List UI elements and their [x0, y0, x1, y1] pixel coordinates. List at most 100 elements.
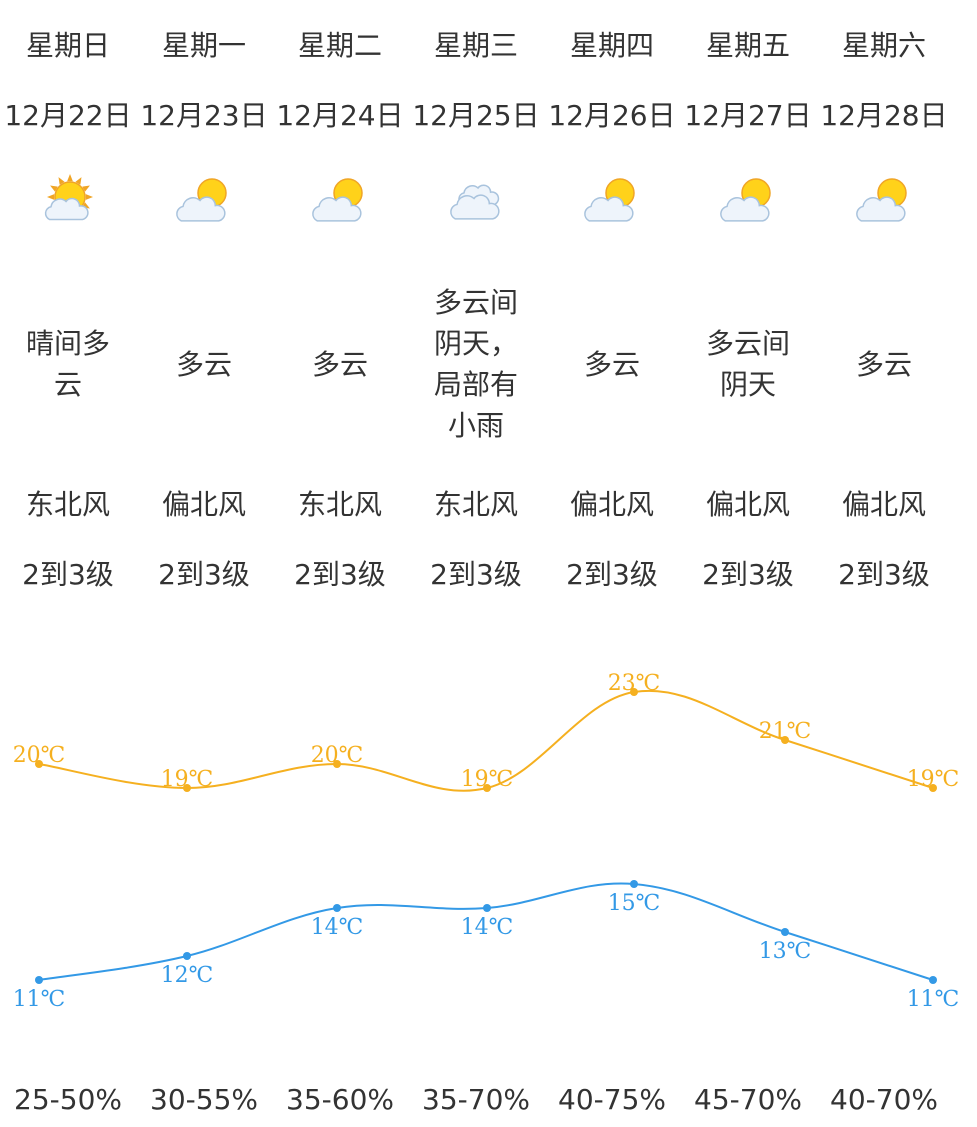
weekday-label: 星期五 [680, 18, 816, 70]
wind-direction: 东北风 [272, 478, 408, 528]
date-label: 12月22日 [0, 88, 136, 140]
weather-icon-cell [544, 168, 680, 234]
high-temp-point [333, 760, 341, 768]
high-temp-label: 23℃ [608, 671, 661, 696]
humidity-range-text: 25-50% [14, 1082, 122, 1116]
humidity-range-text: 35-70% [422, 1082, 530, 1116]
wind-level: 2到3级 [816, 548, 952, 598]
low-temp-label: 14℃ [461, 915, 514, 940]
humidity-range: 30-55% [136, 1073, 272, 1125]
weekday-label-text: 星期日 [25, 29, 110, 62]
weather-description-text: 多云 [311, 347, 368, 381]
partly-cloudy-icon [312, 178, 363, 222]
date-label-text: 12月25日 [412, 99, 540, 132]
wind-level-text: 2到3级 [566, 558, 658, 591]
weather-description: 多云 [816, 280, 952, 448]
weather-description: 多云 [136, 280, 272, 448]
humidity-range-text: 45-70% [694, 1082, 802, 1116]
partly-cloudy-icon [856, 178, 907, 222]
high-temp-label: 19℃ [461, 767, 514, 792]
wind-level-row: 2到3级 2到3级 2到3级 2到3级 2到3级 2到3级 2到3级 [0, 548, 977, 598]
wind-direction-text: 偏北风 [569, 488, 654, 521]
wind-direction: 偏北风 [544, 478, 680, 528]
weather-icon-cell [0, 168, 136, 234]
low-temp-point [929, 976, 937, 984]
humidity-range: 40-70% [816, 1073, 952, 1125]
weekday-row: 星期日 星期一 星期二 星期三 星期四 星期五 星期六 [0, 18, 977, 70]
humidity-range-text: 40-70% [830, 1082, 938, 1116]
date-label: 12月27日 [680, 88, 816, 140]
wind-direction: 东北风 [0, 478, 136, 528]
weather-icon-cell [272, 168, 408, 234]
humidity-range: 35-70% [408, 1073, 544, 1125]
low-temp-point [35, 976, 43, 984]
weather-description: 多云间阴天，局部有小雨 [408, 280, 544, 448]
wind-level-text: 2到3级 [430, 558, 522, 591]
wind-level-text: 2到3级 [158, 558, 250, 591]
low-temp-label: 13℃ [759, 939, 812, 964]
weather-description-text: 多云间阴天，局部有小雨 [433, 286, 518, 442]
date-label-text: 12月27日 [684, 99, 812, 132]
wind-direction-text: 东北风 [433, 488, 518, 521]
humidity-range-text: 40-75% [558, 1082, 666, 1116]
partly-cloudy-icon [176, 178, 227, 222]
wind-level-text: 2到3级 [702, 558, 794, 591]
weather-description-text: 晴间多云 [25, 327, 110, 401]
high-temp-label: 19℃ [161, 767, 214, 792]
wind-level: 2到3级 [680, 548, 816, 598]
wind-level-text: 2到3级 [22, 558, 114, 591]
low-temp-label: 12℃ [161, 963, 214, 988]
wind-level: 2到3级 [272, 548, 408, 598]
weather-description: 多云 [272, 280, 408, 448]
humidity-range-text: 35-60% [286, 1082, 394, 1116]
humidity-row: 25-50% 30-55% 35-60% 35-70% 40-75% 45-70% 40-7… [0, 1073, 977, 1125]
wind-level: 2到3级 [0, 548, 136, 598]
date-label: 12月28日 [816, 88, 952, 140]
low-temp-label: 15℃ [608, 891, 661, 916]
partly-cloudy-icon [584, 178, 635, 222]
date-label-text: 12月26日 [548, 99, 676, 132]
humidity-range-text: 30-55% [150, 1082, 258, 1116]
low-temp-label: 11℃ [907, 987, 960, 1012]
high-temp-point [183, 784, 191, 792]
high-temp-point [781, 736, 789, 744]
weather-description-text: 多云 [583, 347, 640, 381]
humidity-range: 45-70% [680, 1073, 816, 1125]
wind-direction-row: 东北风 偏北风 东北风 东北风 偏北风 偏北风 偏北风 [0, 478, 977, 528]
high-temp-point [483, 784, 491, 792]
weekday-label-text: 星期三 [433, 29, 518, 62]
partly-cloudy-icon [720, 178, 771, 222]
high-temp-point [35, 760, 43, 768]
weather-icon-cell [408, 168, 544, 234]
weather-description-text: 多云 [175, 347, 232, 381]
high-temp-point [630, 688, 638, 696]
humidity-range: 35-60% [272, 1073, 408, 1125]
weather-description-row: 晴间多云 多云 多云 多云间阴天，局部有小雨 多云 多云间阴天 多云 [0, 280, 977, 448]
wind-level: 2到3级 [136, 548, 272, 598]
wind-level-text: 2到3级 [838, 558, 930, 591]
low-temp-label: 11℃ [13, 987, 66, 1012]
weekday-label: 星期二 [272, 18, 408, 70]
weather-description-text: 多云间阴天 [705, 327, 790, 401]
low-temp-point [630, 880, 638, 888]
high-temp-label: 19℃ [907, 767, 960, 792]
date-label-text: 12月23日 [140, 99, 268, 132]
wind-direction: 偏北风 [136, 478, 272, 528]
high-temp-point [929, 784, 937, 792]
wind-level-text: 2到3级 [294, 558, 386, 591]
weekday-label: 星期一 [136, 18, 272, 70]
wind-direction-text: 偏北风 [705, 488, 790, 521]
weather-icon-row [0, 168, 977, 234]
weather-icon-cell [136, 168, 272, 234]
high-temp-label: 20℃ [13, 743, 66, 768]
low-temp-point [183, 952, 191, 960]
weekday-label-text: 星期一 [161, 29, 246, 62]
low-temp-point [483, 904, 491, 912]
wind-direction: 偏北风 [816, 478, 952, 528]
weather-description-text: 多云 [855, 347, 912, 381]
temperature-chart: 20℃ 19℃ 20℃ 19℃ 23℃ 21℃ 19℃ 11℃ 12℃ 14℃ 14℃ 15℃ 13℃ 1… [13, 671, 960, 1012]
wind-direction: 偏北风 [680, 478, 816, 528]
weekday-label: 星期三 [408, 18, 544, 70]
weekday-label-text: 星期二 [297, 29, 382, 62]
high-temp-label: 20℃ [311, 743, 364, 768]
